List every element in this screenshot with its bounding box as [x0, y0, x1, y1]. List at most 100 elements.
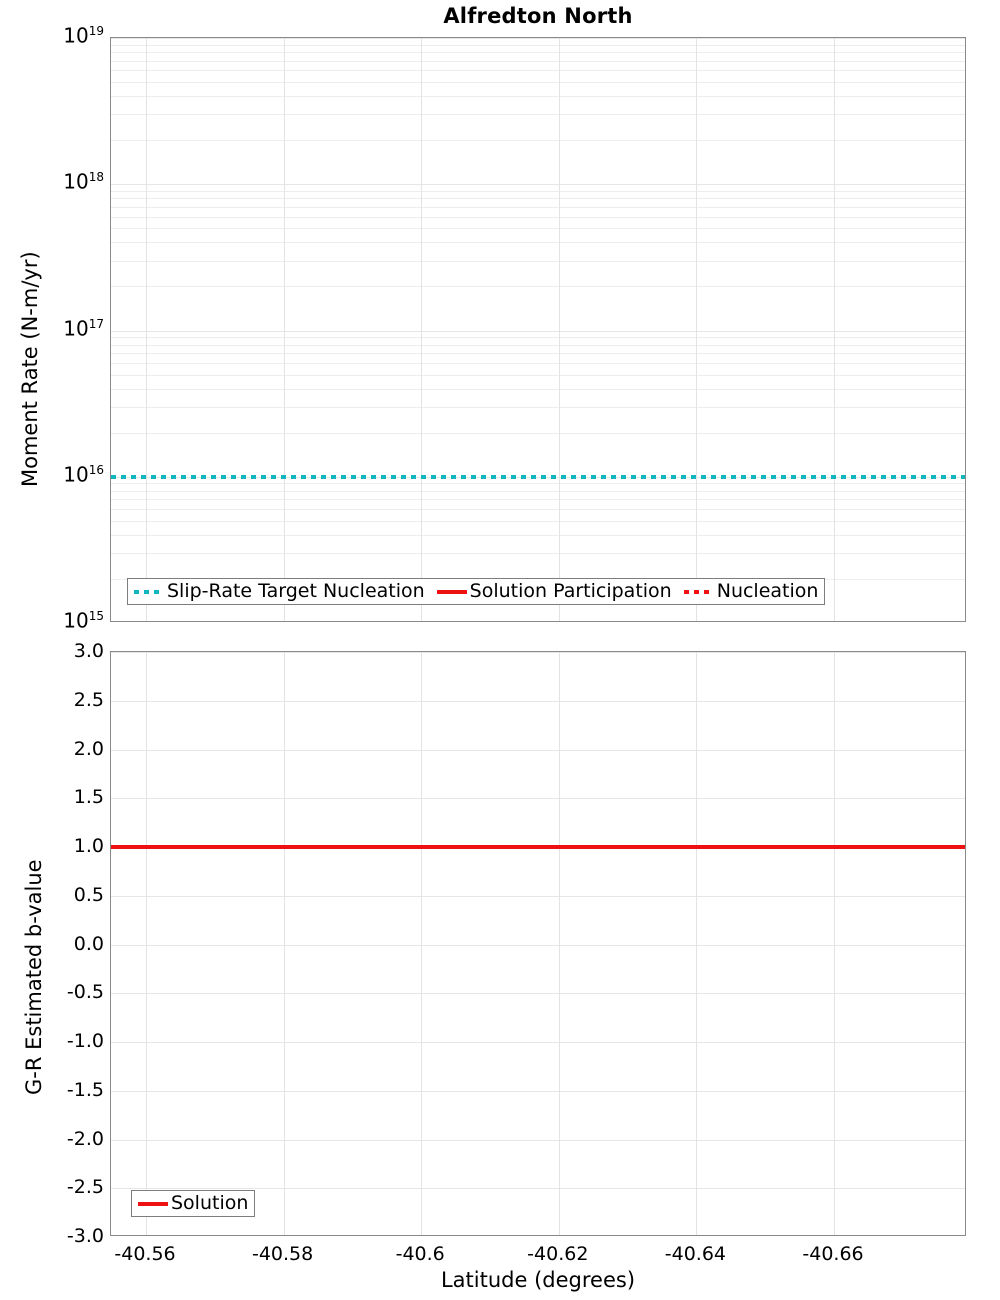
- gridline-horizontal: [111, 499, 965, 501]
- gridline-horizontal: [111, 96, 965, 98]
- gridline-vertical: [146, 38, 147, 621]
- legend-label: Solution: [171, 1192, 249, 1214]
- gridline-horizontal: [111, 184, 965, 186]
- y-tick-label: 1015: [63, 608, 104, 633]
- gridline-horizontal: [111, 944, 965, 946]
- moment-rate-axis-label: Moment Rate (N-m/yr): [18, 251, 42, 487]
- y-tick-label: 0.5: [73, 883, 104, 906]
- gridline-horizontal: [111, 520, 965, 522]
- gridline-vertical: [558, 38, 560, 621]
- b-value-legend[interactable]: Solution: [131, 1190, 256, 1217]
- y-tick-label: 1018: [63, 169, 104, 194]
- legend-swatch-icon: [436, 589, 467, 594]
- x-tick-label: -40.56: [114, 1243, 176, 1265]
- latitude-axis-label: Latitude (degrees): [440, 1268, 636, 1292]
- gridline-horizontal: [111, 242, 965, 244]
- gridline-horizontal: [111, 490, 965, 492]
- y-tick-label: 1.0: [73, 835, 104, 857]
- x-tick-label: -40.6: [395, 1243, 445, 1265]
- y-tick-label: 1017: [63, 316, 104, 341]
- gridline-horizontal: [111, 60, 965, 62]
- gridline-horizontal: [111, 509, 965, 511]
- gridline-horizontal: [111, 700, 965, 702]
- y-tick-label: -3.0: [66, 1225, 104, 1247]
- gridline-horizontal: [111, 993, 965, 995]
- b-value-plot-area: Solution: [110, 651, 966, 1236]
- y-tick-label: 3.0: [73, 640, 104, 662]
- gridline-horizontal: [111, 140, 965, 142]
- gridline-horizontal: [111, 38, 965, 39]
- gridline-horizontal: [111, 798, 965, 800]
- gridline-vertical: [283, 652, 285, 1235]
- gridline-horizontal: [111, 483, 965, 485]
- x-tick-label: -40.64: [664, 1243, 727, 1265]
- gridline-horizontal: [111, 44, 965, 46]
- gridline-horizontal: [111, 553, 965, 555]
- gridline-horizontal: [111, 206, 965, 208]
- gridline-horizontal: [111, 337, 965, 339]
- gridline-vertical: [696, 652, 698, 1235]
- gridline-horizontal: [111, 344, 965, 346]
- gridline-horizontal: [111, 70, 965, 72]
- y-tick-label: 2.0: [73, 737, 104, 760]
- gridline-horizontal: [111, 353, 965, 355]
- y-tick-label: 0.0: [73, 932, 104, 955]
- gridline-horizontal: [111, 374, 965, 376]
- gridline-horizontal: [111, 190, 965, 192]
- gridline-horizontal: [111, 260, 965, 262]
- gridline-horizontal: [111, 1090, 965, 1092]
- gridline-horizontal: [111, 1139, 965, 1141]
- gridline-horizontal: [111, 114, 965, 116]
- series-solution: [111, 845, 965, 849]
- gridline-horizontal: [111, 652, 965, 653]
- gridline-horizontal: [111, 82, 965, 84]
- moment-rate-y-ticks: 1019 1018 1017 1016 1015: [18, 25, 104, 631]
- legend-entry[interactable]: Slip-Rate Target Nucleation: [134, 582, 425, 601]
- gridline-horizontal: [111, 749, 965, 751]
- gridline-vertical: [421, 38, 423, 621]
- moment-rate-legend[interactable]: Slip-Rate Target Nucleation Solution Part…: [127, 578, 826, 605]
- gridline-horizontal: [111, 330, 965, 332]
- y-tick-label: -0.5: [66, 981, 104, 1004]
- gridline-horizontal: [111, 406, 965, 408]
- legend-swatch-icon: [683, 589, 714, 594]
- y-tick-label: -1.5: [66, 1078, 104, 1101]
- legend-entry[interactable]: Solution Participation: [436, 580, 672, 602]
- gridline-vertical: [146, 652, 147, 1235]
- x-tick-label: -40.66: [802, 1243, 864, 1265]
- gridline-vertical: [283, 38, 285, 621]
- legend-entry[interactable]: Solution: [138, 1194, 248, 1213]
- gridline-horizontal: [111, 388, 965, 390]
- page-title: Alfredton North: [443, 4, 633, 28]
- gridline-horizontal: [111, 216, 965, 218]
- y-tick-label: -2.0: [66, 1127, 104, 1150]
- gridline-horizontal: [111, 198, 965, 200]
- gridline-vertical: [834, 38, 835, 621]
- gridline-horizontal: [111, 534, 965, 536]
- gridline-horizontal: [111, 362, 965, 364]
- gridline-horizontal: [111, 1042, 965, 1043]
- legend-swatch-icon: [134, 589, 164, 594]
- legend-swatch-icon: [138, 1201, 168, 1206]
- gridline-horizontal: [111, 432, 965, 434]
- legend-label: Slip-Rate Target Nucleation: [167, 580, 425, 602]
- gridline-vertical: [421, 652, 423, 1235]
- gridline-horizontal: [111, 286, 965, 288]
- y-tick-label: 2.5: [73, 688, 104, 711]
- b-value-axis-label: G-R Estimated b-value: [22, 859, 46, 1095]
- legend-entry[interactable]: Nucleation: [683, 580, 819, 602]
- y-tick-label: -2.5: [66, 1176, 104, 1199]
- gridline-vertical: [696, 38, 698, 621]
- gridline-vertical: [834, 652, 835, 1235]
- y-tick-label: 1.5: [73, 786, 104, 809]
- x-tick-label: -40.62: [527, 1243, 589, 1265]
- moment-rate-plot-area: Slip-Rate Target Nucleation Solution Part…: [110, 37, 966, 622]
- legend-label: Nucleation: [716, 580, 819, 602]
- y-tick-label: 1016: [63, 462, 104, 487]
- gridline-horizontal: [111, 52, 965, 54]
- gridline-horizontal: [111, 895, 965, 897]
- legend-label: Solution Participation: [469, 580, 672, 602]
- y-tick-label: 1019: [63, 23, 104, 48]
- b-value-y-ticks: 3.0 2.5 2.0 1.5 1.0 0.5 0.0 -0.5 -1.0 -1.5 -2.0 -2.…: [18, 642, 104, 1246]
